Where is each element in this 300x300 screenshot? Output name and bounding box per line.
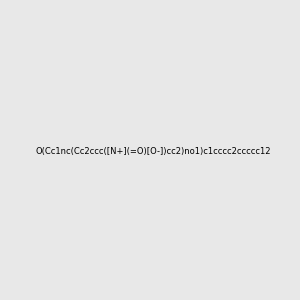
Text: O(Cc1nc(Cc2ccc([N+](=O)[O-])cc2)no1)c1cccc2ccccc12: O(Cc1nc(Cc2ccc([N+](=O)[O-])cc2)no1)c1cc… [36,147,272,156]
